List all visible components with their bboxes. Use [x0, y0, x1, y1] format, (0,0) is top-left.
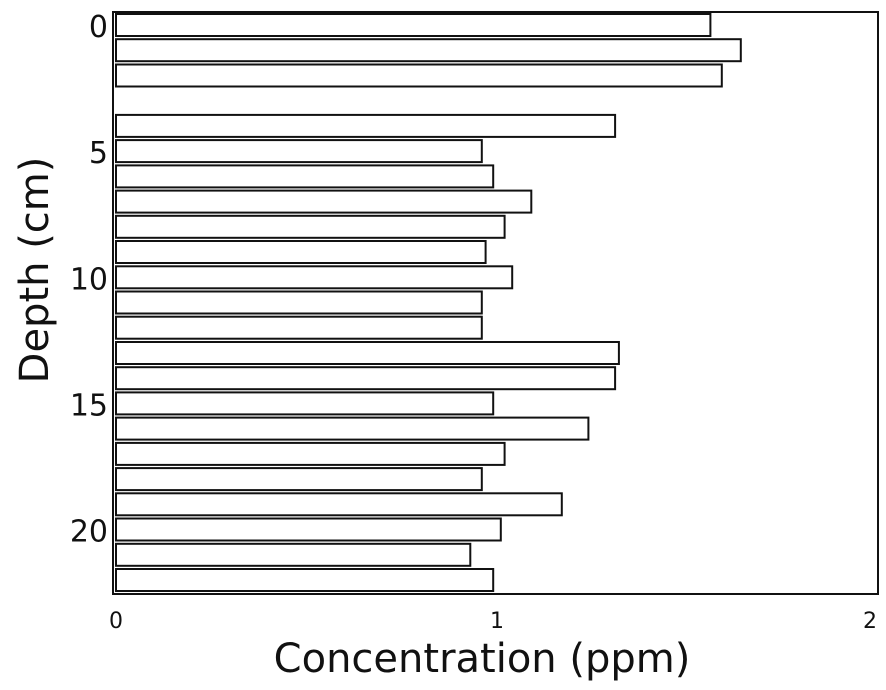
bars-group [115, 13, 742, 592]
bar-depth-22 [115, 568, 495, 592]
bar-depth-8 [115, 214, 506, 239]
y-tick-label: 15 [70, 388, 108, 423]
bar-depth-20 [115, 517, 502, 542]
bar-depth-4 [115, 113, 617, 138]
x-axis-title: Concentration (ppm) [274, 636, 691, 682]
bar-depth-17 [115, 441, 506, 466]
bar-depth-0 [115, 13, 712, 37]
bar-depth-7 [115, 189, 533, 214]
bar-depth-11 [115, 290, 483, 315]
bar-depth-10 [115, 265, 514, 290]
bar-depth-14 [115, 366, 617, 391]
bar-depth-12 [115, 315, 483, 340]
bar-depth-13 [115, 341, 620, 365]
bar-depth-2 [115, 63, 723, 88]
plot-frame [112, 11, 879, 595]
x-tick-label: 0 [109, 609, 123, 634]
x-tick-label: 1 [490, 609, 504, 634]
y-tick-labels: 0 5 10 15 20 [70, 10, 108, 550]
bar-depth-21 [115, 542, 472, 567]
x-tick-label: 2 [863, 609, 877, 634]
bar-depth-6 [115, 164, 495, 189]
y-tick-label: 0 [89, 10, 108, 45]
bar-depth-19 [115, 492, 563, 517]
bar-depth-9 [115, 240, 487, 264]
y-tick-label: 20 [70, 515, 108, 550]
x-tick-labels: 0 1 2 [109, 609, 877, 634]
bar-depth-18 [115, 467, 483, 492]
y-tick-label: 5 [89, 136, 108, 171]
bar-depth-1 [115, 38, 742, 63]
y-tick-label: 10 [70, 262, 108, 297]
bar-depth-5 [115, 139, 483, 164]
y-axis-title: Depth (cm) [12, 157, 58, 384]
bar-depth-15 [115, 391, 495, 416]
bar-depth-16 [115, 416, 590, 441]
